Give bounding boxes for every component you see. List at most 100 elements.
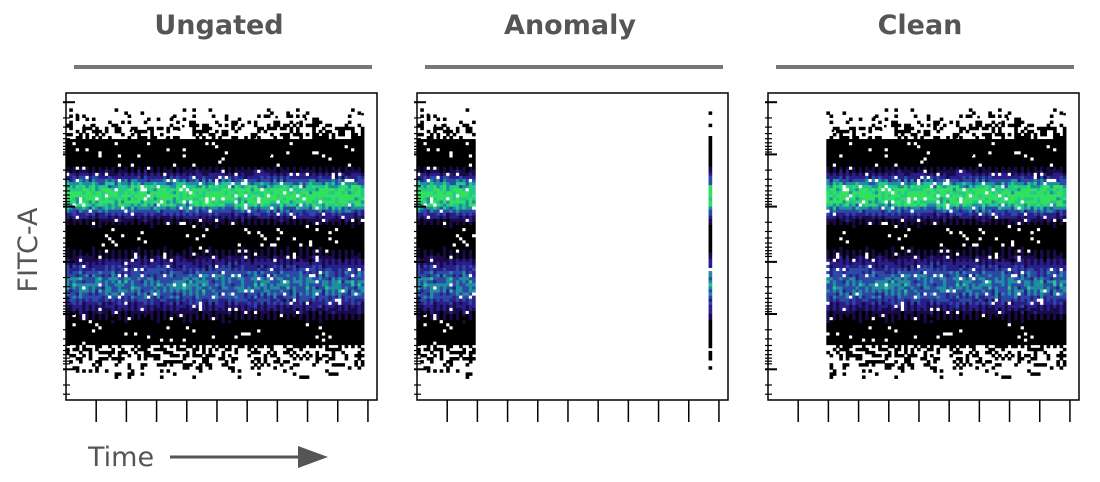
- event-cell: [72, 283, 77, 287]
- event-cell: [195, 280, 200, 284]
- event-cell: [150, 304, 154, 309]
- event-cell: [198, 169, 203, 174]
- event-cell: [247, 304, 252, 309]
- event-cell: [172, 314, 177, 318]
- event-cell: [172, 329, 177, 333]
- event-cell: [169, 148, 174, 152]
- event-cell: [263, 175, 268, 180]
- event-cell: [257, 271, 261, 275]
- event-cell: [283, 326, 287, 330]
- event-cell: [182, 258, 187, 263]
- event-cell: [266, 314, 271, 318]
- event-cell: [166, 295, 171, 300]
- event-cell: [101, 200, 106, 204]
- event-cell: [111, 182, 115, 186]
- event-cell: [237, 157, 242, 161]
- event-cell: [127, 212, 132, 217]
- event-cell: [156, 212, 161, 217]
- event-cell: [215, 188, 219, 192]
- event-cell: [137, 261, 141, 266]
- event-cell: [208, 326, 213, 330]
- event-cell: [130, 326, 135, 330]
- event-cell: [202, 166, 206, 171]
- event-cell: [260, 314, 265, 318]
- event-cell: [82, 231, 86, 235]
- event-cell: [182, 145, 187, 149]
- event-cell: [163, 360, 167, 364]
- event-cell: [234, 120, 239, 125]
- event-cell: [253, 283, 258, 287]
- event-cell: [143, 289, 148, 293]
- event-cell: [279, 139, 284, 143]
- event-cell: [208, 277, 213, 281]
- event-cell: [130, 332, 135, 336]
- event-cell: [111, 286, 115, 290]
- event-cell: [270, 132, 274, 137]
- event-cell: [221, 317, 226, 321]
- event-cell: [127, 221, 132, 226]
- event-cell: [159, 317, 164, 321]
- event-cell: [218, 215, 222, 220]
- event-cell: [166, 323, 171, 327]
- event-cell: [69, 307, 73, 312]
- event-cell: [117, 341, 122, 346]
- event-cell: [95, 323, 99, 327]
- event-cell: [117, 350, 122, 355]
- event-cell: [166, 298, 171, 303]
- event-cell: [101, 298, 106, 303]
- event-cell: [279, 329, 284, 333]
- event-cell: [95, 169, 99, 174]
- event-cell: [221, 298, 226, 303]
- event-cell: [82, 157, 86, 161]
- event-cell: [195, 307, 200, 312]
- event-cell: [98, 209, 103, 214]
- event-cell: [146, 185, 151, 189]
- event-cell: [208, 218, 213, 223]
- event-cell: [153, 228, 158, 232]
- event-cell: [172, 178, 177, 183]
- event-cell: [121, 283, 125, 287]
- event-cell: [66, 286, 70, 290]
- event-cell: [185, 249, 190, 254]
- event-cell: [283, 160, 287, 165]
- event-cell: [114, 326, 119, 330]
- event-cell: [218, 317, 222, 321]
- event-cell: [156, 194, 161, 198]
- event-cell: [253, 169, 258, 174]
- event-cell: [192, 234, 196, 238]
- event-cell: [66, 194, 70, 198]
- event-cell: [189, 314, 193, 318]
- event-cell: [185, 203, 190, 207]
- event-cell: [185, 292, 190, 297]
- event-cell: [182, 203, 187, 207]
- event-cell: [98, 166, 103, 171]
- event-cell: [150, 148, 154, 152]
- event-cell: [218, 163, 222, 168]
- event-cell: [266, 301, 271, 306]
- event-cell: [260, 231, 265, 235]
- event-cell: [176, 286, 180, 290]
- event-cell: [283, 350, 287, 355]
- event-cell: [163, 139, 167, 143]
- event-cell: [176, 185, 180, 189]
- event-cell: [130, 310, 135, 315]
- event-cell: [111, 203, 115, 207]
- event-cell: [266, 286, 271, 290]
- event-cell: [166, 203, 171, 207]
- event-cell: [166, 369, 171, 373]
- event-cell: [163, 289, 167, 293]
- event-cell: [172, 166, 177, 171]
- event-cell: [247, 335, 252, 339]
- event-cell: [270, 197, 274, 201]
- event-cell: [69, 234, 73, 238]
- event-cell: [195, 310, 200, 315]
- event-cell: [172, 274, 177, 278]
- event-cell: [69, 335, 73, 339]
- event-cell: [283, 240, 287, 244]
- event-cell: [150, 329, 154, 333]
- event-cell: [98, 320, 103, 324]
- event-cell: [104, 139, 109, 143]
- event-cell: [143, 283, 148, 287]
- event-cell: [121, 320, 125, 324]
- event-cell: [146, 261, 151, 266]
